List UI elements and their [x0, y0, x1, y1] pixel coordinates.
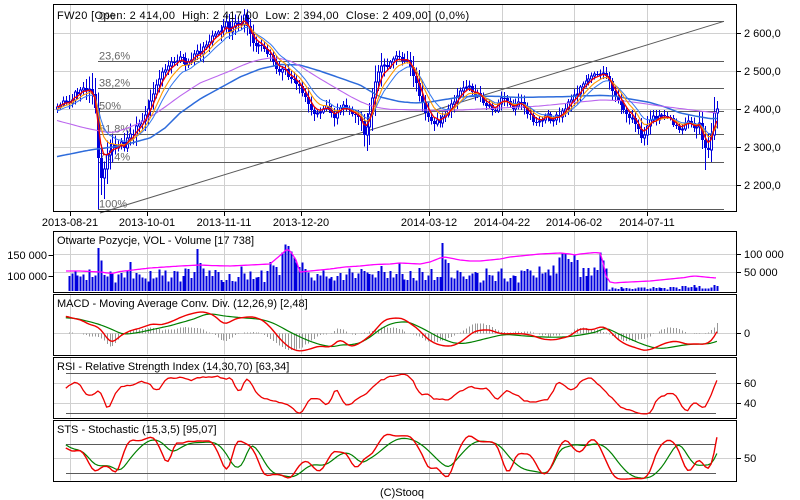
svg-text:2014-07-11: 2014-07-11	[619, 217, 674, 229]
svg-text:2 400,0: 2 400,0	[744, 104, 781, 116]
svg-text:61,8%: 61,8%	[99, 124, 130, 136]
svg-text:50 000: 50 000	[744, 267, 778, 279]
svg-text:2 300,0: 2 300,0	[744, 142, 781, 154]
svg-text:2014-04-22: 2014-04-22	[474, 217, 530, 229]
svg-text:2013-11-11: 2013-11-11	[197, 217, 252, 229]
svg-text:100%: 100%	[99, 199, 127, 211]
svg-text:STS - Stochastic (15,3,5) [95,: STS - Stochastic (15,3,5) [95,07]	[57, 424, 217, 436]
svg-text:(C)Stooq: (C)Stooq	[380, 487, 424, 499]
svg-text:2 200,0: 2 200,0	[744, 180, 781, 192]
svg-text:2 600,0: 2 600,0	[744, 28, 781, 40]
svg-text:38,2%: 38,2%	[99, 78, 130, 90]
svg-text:150 000: 150 000	[7, 250, 47, 262]
svg-text:RSI - Relative Strength Index: RSI - Relative Strength Index (14,30,70)…	[57, 361, 289, 373]
svg-text:0: 0	[744, 328, 750, 340]
svg-text:MACD - Moving Average Conv. Di: MACD - Moving Average Conv. Div. (12,26,…	[57, 298, 308, 310]
svg-text:FW20 [Open: 2 414,00 High: 2: FW20 [Open: 2 414,00 High: 2 417,00 Low:…	[57, 10, 469, 22]
svg-text:50%: 50%	[99, 101, 121, 113]
svg-text:100 000: 100 000	[744, 249, 784, 261]
svg-text:Otwarte Pozycje, VOL - Volume: Otwarte Pozycje, VOL - Volume [17 738]	[57, 235, 254, 247]
svg-text:2 500,0: 2 500,0	[744, 66, 781, 78]
svg-text:23,6%: 23,6%	[99, 51, 130, 63]
svg-text:0%: 0%	[99, 11, 115, 23]
svg-text:100 000: 100 000	[7, 271, 47, 283]
svg-text:40: 40	[744, 398, 756, 410]
svg-text:2013-10-01: 2013-10-01	[119, 217, 175, 229]
svg-text:50: 50	[744, 453, 756, 465]
svg-text:2013-08-21: 2013-08-21	[42, 217, 98, 229]
svg-text:2013-12-20: 2013-12-20	[273, 217, 329, 229]
svg-text:2014-06-02: 2014-06-02	[546, 217, 602, 229]
svg-text:60: 60	[744, 378, 756, 390]
svg-text:2014-03-12: 2014-03-12	[401, 217, 457, 229]
